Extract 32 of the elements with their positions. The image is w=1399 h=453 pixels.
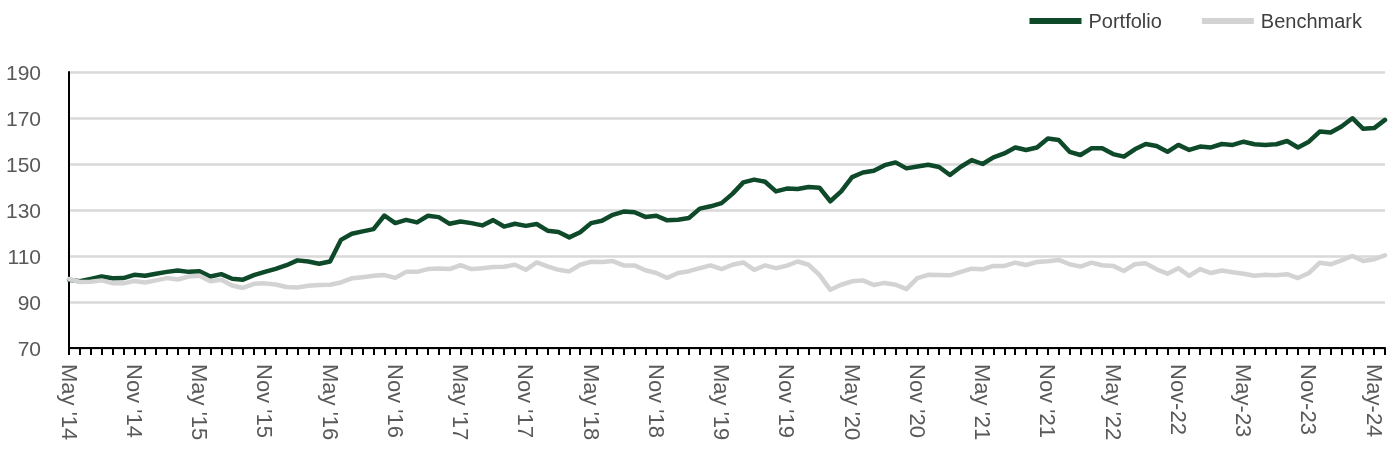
x-tick-label: Nov '19 (774, 364, 800, 438)
x-tick-label: Nov '18 (643, 364, 669, 438)
x-tick-label: May '15 (187, 364, 213, 441)
x-tick-label: Nov '20 (904, 364, 930, 438)
x-tick-label: May '22 (1100, 364, 1126, 441)
x-tick-label: Nov-23 (1296, 364, 1322, 435)
y-tick-label: 110 (7, 244, 41, 268)
y-tick-label: 170 (5, 106, 41, 130)
x-tick-label: May-23 (1231, 364, 1257, 438)
x-tick-label: Nov '15 (252, 364, 278, 438)
line-series (66, 115, 1388, 284)
x-tick-label: Nov '21 (1035, 364, 1061, 438)
x-tick-label: May '21 (970, 364, 996, 441)
x-tick-label: May '18 (578, 364, 604, 441)
x-tick-label: Nov '17 (513, 364, 539, 438)
x-tick-label: Nov '16 (382, 364, 408, 438)
x-tick-label: May '20 (839, 364, 865, 441)
x-tick-label: May-24 (1361, 364, 1387, 438)
legend-label: Benchmark (1260, 10, 1363, 32)
x-tick-label: May '19 (709, 364, 735, 441)
y-tick-label: 190 (5, 60, 41, 84)
x-tick-label: Nov '14 (121, 364, 147, 438)
x-tick-label: May '14 (56, 364, 82, 441)
y-tick-label: 90 (17, 290, 41, 314)
legend-label: Portfolio (1088, 10, 1162, 32)
x-tick-label: May '17 (448, 364, 474, 441)
x-tick-label: May '16 (317, 364, 343, 441)
y-tick-label: 150 (5, 152, 41, 176)
y-tick-label: 70 (17, 336, 41, 360)
line-series (66, 253, 1388, 293)
y-tick-label: 130 (5, 198, 41, 222)
x-tick-label: Nov-22 (1165, 364, 1191, 435)
